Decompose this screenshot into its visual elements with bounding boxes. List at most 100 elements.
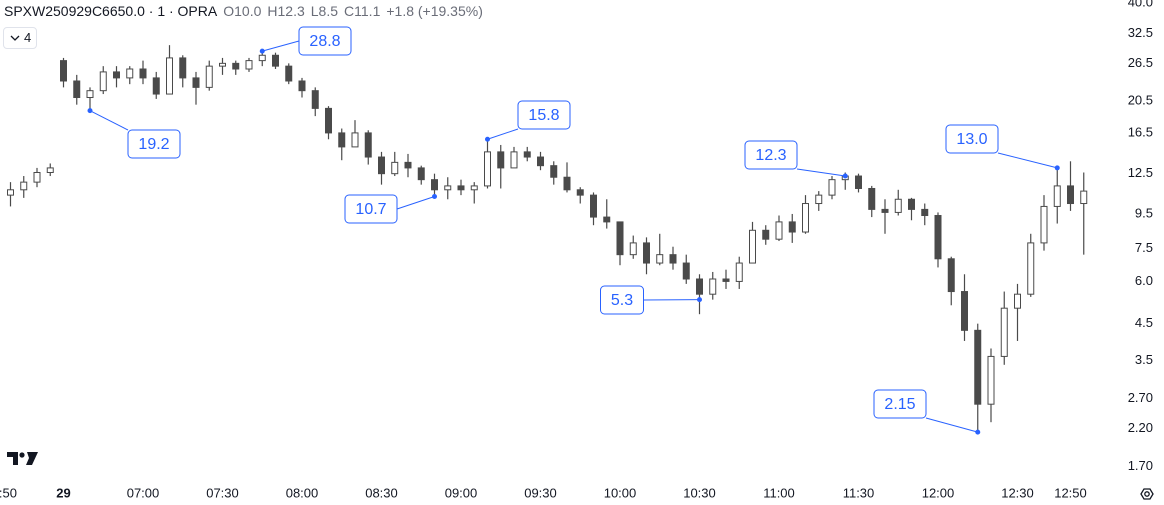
settings-icon[interactable]	[1140, 488, 1154, 500]
callout-line	[487, 128, 519, 140]
ohlc-label: H	[267, 3, 278, 19]
callout-label: 2.15	[884, 396, 915, 413]
x-tick-label: 12:30	[1001, 485, 1034, 500]
candle-body	[1027, 242, 1035, 295]
ohlc-value: 12.3	[277, 3, 305, 19]
x-tick-label: 11:30	[843, 485, 875, 500]
candle-body	[378, 156, 385, 175]
y-tick-label: 1.70	[1128, 458, 1153, 473]
candle-body	[510, 151, 518, 169]
candle-body	[205, 65, 213, 88]
callout-label: 12.3	[755, 147, 786, 164]
candle-body	[73, 80, 81, 99]
candle-body	[749, 229, 756, 264]
callout-label: 28.8	[309, 33, 340, 50]
callout-dot	[975, 429, 981, 435]
candle-body	[934, 215, 942, 260]
candle-body	[139, 68, 147, 79]
candle-body	[722, 278, 730, 282]
candle-body	[404, 161, 412, 169]
candle-body	[179, 57, 187, 79]
candle-body	[682, 262, 690, 280]
candle-body	[245, 60, 253, 70]
callout-dot	[1054, 165, 1060, 171]
candle-body	[391, 161, 399, 175]
callout-box	[945, 124, 999, 154]
x-tick-label: 07:30	[206, 485, 239, 500]
candle-body	[325, 107, 332, 134]
candle-body	[709, 278, 717, 295]
candle-body	[258, 54, 266, 62]
ohlc-value: 10.0	[234, 3, 262, 19]
candle-body	[351, 132, 359, 148]
y-tick-label: 12.5	[1128, 165, 1153, 180]
callout-box	[298, 26, 352, 56]
candle-body	[1000, 307, 1008, 357]
candle-body	[616, 221, 624, 256]
candle-body	[603, 216, 611, 223]
y-tick-label: 20.5	[1128, 92, 1153, 107]
ohlc-label: L	[310, 3, 319, 19]
indicator-toggle[interactable]: 4	[3, 27, 37, 49]
x-tick-label: 12:00	[922, 485, 955, 500]
callout-dot	[432, 193, 437, 199]
candle-body	[696, 278, 703, 295]
candle-body	[272, 54, 279, 67]
callout-box	[127, 129, 181, 159]
callout-label: 15.8	[528, 107, 559, 124]
callout-label: 10.7	[355, 201, 386, 218]
x-tick-label: 08:00	[286, 485, 319, 500]
candle-body	[802, 203, 809, 233]
legend-header: SPXW250929C6650.0 · 1 · OPRA O10.0 H12.3 L8…	[4, 3, 483, 19]
candle-body	[590, 194, 597, 218]
candle-body	[643, 242, 650, 264]
callout-dot	[87, 108, 93, 114]
x-tick-label: 29	[56, 485, 70, 500]
x-tick-label: 10:30	[683, 485, 716, 500]
candle-body	[1080, 190, 1088, 205]
candle-body	[537, 156, 544, 167]
callout-line	[796, 168, 846, 177]
candle-body	[855, 175, 862, 189]
candle-body	[484, 151, 491, 187]
callout-dot	[485, 136, 490, 142]
symbol: SPXW250929C6650.0 · 1 · OPRA	[4, 3, 218, 19]
candle-body	[788, 221, 796, 233]
ohlc-label: O	[223, 3, 235, 19]
chevron	[10, 35, 20, 41]
candle-body	[775, 221, 783, 240]
candle-body	[656, 254, 664, 264]
candle-body	[232, 62, 240, 70]
candle-body	[470, 185, 478, 191]
callout-dot	[259, 48, 265, 54]
tv-logo	[7, 452, 38, 465]
callout-label: 13.0	[956, 131, 987, 148]
y-tick-label: 7.5	[1135, 240, 1153, 255]
ohlc-label: C	[344, 3, 355, 19]
candle-body	[921, 208, 929, 217]
y-tick-label: 40.0	[1128, 0, 1153, 9]
y-tick-label: 26.5	[1128, 55, 1153, 70]
callout-dot	[697, 297, 702, 303]
callout-label: 5.3	[611, 292, 633, 309]
candle-body	[1067, 185, 1074, 205]
candle-body	[457, 185, 465, 191]
x-tick-label: 11:00	[763, 485, 795, 500]
candle-body	[815, 194, 823, 205]
candle-body	[152, 77, 160, 95]
candle-body	[46, 167, 54, 173]
candle-body	[828, 179, 836, 196]
callout-box	[873, 389, 927, 419]
candle-body	[338, 132, 346, 148]
candle-body	[311, 90, 319, 109]
y-tick-label: 4.5	[1135, 315, 1153, 330]
candle-body	[762, 229, 770, 240]
candle-body	[444, 185, 452, 191]
candle-body	[987, 355, 995, 405]
callout-box	[517, 100, 571, 130]
callout-line	[925, 417, 978, 433]
candle-body	[576, 189, 584, 196]
candle-body	[192, 77, 200, 88]
x-tick-label: :50	[0, 485, 17, 500]
